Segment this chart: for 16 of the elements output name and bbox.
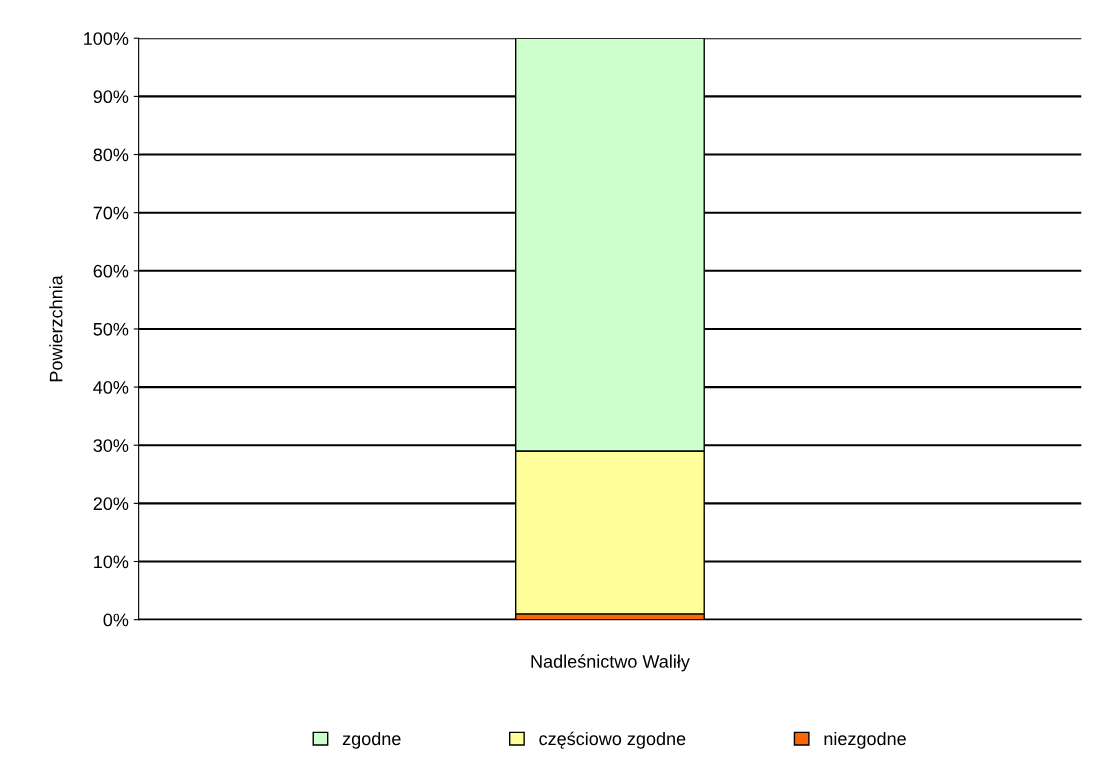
y-tick-label: 90%	[93, 90, 129, 104]
legend-label: zgodne	[342, 731, 401, 749]
y-tick-label: 70%	[93, 206, 129, 220]
y-tick-label: 30%	[93, 439, 129, 452]
y-tick-label: 0%	[103, 613, 129, 627]
legend-label: częściowo zgodne	[539, 731, 686, 749]
y-tick-label: 10%	[94, 555, 129, 569]
y-tick-label: 60%	[93, 264, 129, 278]
y-tick-label: 80%	[93, 148, 129, 162]
y-tick-label: 40%	[93, 381, 129, 394]
y-tick-label: 20%	[93, 497, 129, 511]
y-tick-label: 50%	[93, 322, 129, 336]
y-axis-title: Powierzchnia	[49, 275, 63, 382]
x-tick-label: Nadleśnictwo Waliły	[531, 654, 690, 672]
y-tick-label: 100%	[84, 32, 129, 45]
legend-label: niezgodne	[824, 731, 906, 749]
